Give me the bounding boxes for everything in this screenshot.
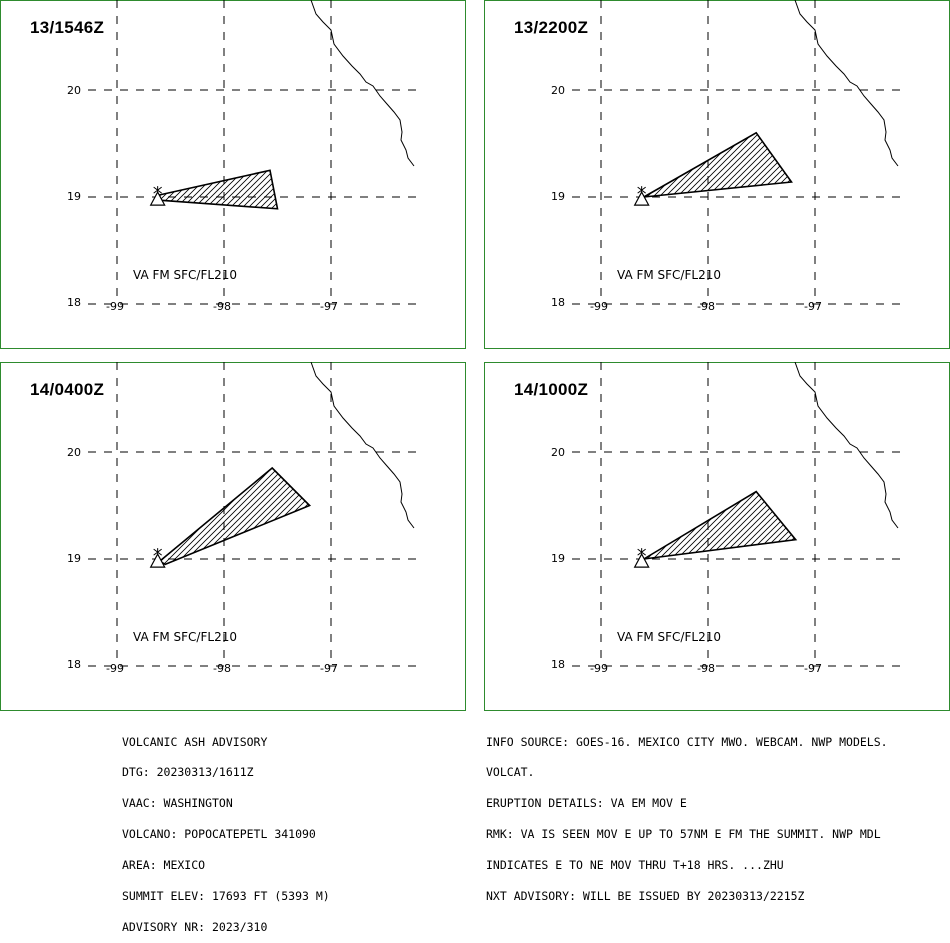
longitude-tick-label: -99 bbox=[106, 300, 124, 313]
panel-ash-level-label: VA FM SFC/FL210 bbox=[617, 630, 721, 644]
latitude-tick-label: 19 bbox=[67, 552, 81, 565]
latitude-tick-label: 18 bbox=[67, 296, 81, 309]
coastline bbox=[310, 362, 415, 529]
advisory-line: AREA: MEXICO bbox=[122, 858, 206, 873]
map-panel: 14/1000Z VA FM SFC/FL210 20 19 18 -99 -98 -97 bbox=[484, 362, 950, 711]
longitude-tick-label: -97 bbox=[804, 300, 822, 313]
coastline bbox=[310, 0, 415, 167]
latitude-tick-label: 18 bbox=[551, 296, 565, 309]
advisory-line: NXT ADVISORY: WILL BE ISSUED BY 20230313… bbox=[486, 889, 805, 904]
volcano-icon bbox=[633, 548, 650, 568]
advisory-line: ADVISORY NR: 2023/310 bbox=[122, 919, 268, 934]
coastline bbox=[794, 0, 899, 167]
panel-frame bbox=[0, 0, 466, 349]
longitude-tick-label: -98 bbox=[697, 662, 715, 675]
advisory-line: SUMMIT ELEV: 17693 FT (5393 M) bbox=[122, 889, 330, 904]
advisory-line: VOLCANIC ASH ADVISORY bbox=[122, 734, 268, 749]
advisory-info-left: VOLCANIC ASH ADVISORY DTG: 20230313/1611… bbox=[122, 716, 330, 943]
map-canvas bbox=[484, 0, 950, 349]
ash-cloud-polygon bbox=[643, 490, 798, 560]
ash-cloud-polygon bbox=[159, 169, 279, 210]
map-canvas bbox=[0, 0, 466, 349]
volcano-icon bbox=[149, 186, 166, 206]
advisory-line: ERUPTION DETAILS: VA EM MOV E bbox=[486, 796, 687, 811]
longitude-tick-label: -99 bbox=[590, 300, 608, 313]
map-panel: 14/0400Z VA FM SFC/FL210 20 19 18 -99 -98 -97 bbox=[0, 362, 466, 711]
advisory-info-right: INFO SOURCE: GOES-16. MEXICO CITY MWO. W… bbox=[486, 716, 888, 912]
latitude-tick-label: 19 bbox=[551, 190, 565, 203]
map-panel: 13/1546Z VA FM SFC/FL210 20 19 18 -99 -98 -97 bbox=[0, 0, 466, 349]
ash-cloud-polygon bbox=[643, 131, 793, 198]
latitude-tick-label: 20 bbox=[551, 84, 565, 97]
panel-time: 14/0400Z bbox=[30, 380, 105, 399]
advisory-line: INFO SOURCE: GOES-16. MEXICO CITY MWO. W… bbox=[486, 734, 888, 749]
volcano-icon bbox=[149, 548, 166, 568]
panel-ash-level-label: VA FM SFC/FL210 bbox=[133, 268, 237, 282]
longitude-tick-label: -97 bbox=[320, 662, 338, 675]
advisory-line: VOLCANO: POPOCATEPETL 341090 bbox=[122, 827, 316, 842]
latitude-tick-label: 20 bbox=[551, 446, 565, 459]
panel-time: 13/2200Z bbox=[514, 18, 589, 37]
longitude-tick-label: -98 bbox=[697, 300, 715, 313]
latitude-tick-label: 18 bbox=[551, 658, 565, 671]
map-canvas bbox=[0, 362, 466, 711]
panel-ash-level-label: VA FM SFC/FL210 bbox=[617, 268, 721, 282]
advisory-line: DTG: 20230313/1611Z bbox=[122, 765, 254, 780]
advisory-line: RMK: VA IS SEEN MOV E UP TO 57NM E FM TH… bbox=[486, 827, 881, 842]
volcano-icon bbox=[633, 186, 650, 206]
panel-time: 13/1546Z bbox=[30, 18, 105, 37]
panel-frame bbox=[0, 362, 466, 711]
longitude-tick-label: -97 bbox=[804, 662, 822, 675]
ash-cloud-polygon bbox=[158, 466, 312, 566]
longitude-tick-label: -99 bbox=[106, 662, 124, 675]
panel-ash-level-label: VA FM SFC/FL210 bbox=[133, 630, 237, 644]
longitude-tick-label: -98 bbox=[213, 662, 231, 675]
latitude-tick-label: 20 bbox=[67, 84, 81, 97]
latitude-tick-label: 19 bbox=[551, 552, 565, 565]
latitude-tick-label: 20 bbox=[67, 446, 81, 459]
map-panel: 13/2200Z VA FM SFC/FL210 20 19 18 -99 -98 -97 bbox=[484, 0, 950, 349]
advisory-line: VOLCAT. bbox=[486, 765, 535, 780]
longitude-tick-label: -99 bbox=[590, 662, 608, 675]
coastline bbox=[794, 362, 899, 529]
longitude-tick-label: -98 bbox=[213, 300, 231, 313]
longitude-tick-label: -97 bbox=[320, 300, 338, 313]
latitude-tick-label: 19 bbox=[67, 190, 81, 203]
panel-time: 14/1000Z bbox=[514, 380, 589, 399]
advisory-line: INDICATES E TO NE MOV THRU T+18 HRS. ...… bbox=[486, 858, 784, 873]
latitude-tick-label: 18 bbox=[67, 658, 81, 671]
advisory-line: VAAC: WASHINGTON bbox=[122, 796, 233, 811]
